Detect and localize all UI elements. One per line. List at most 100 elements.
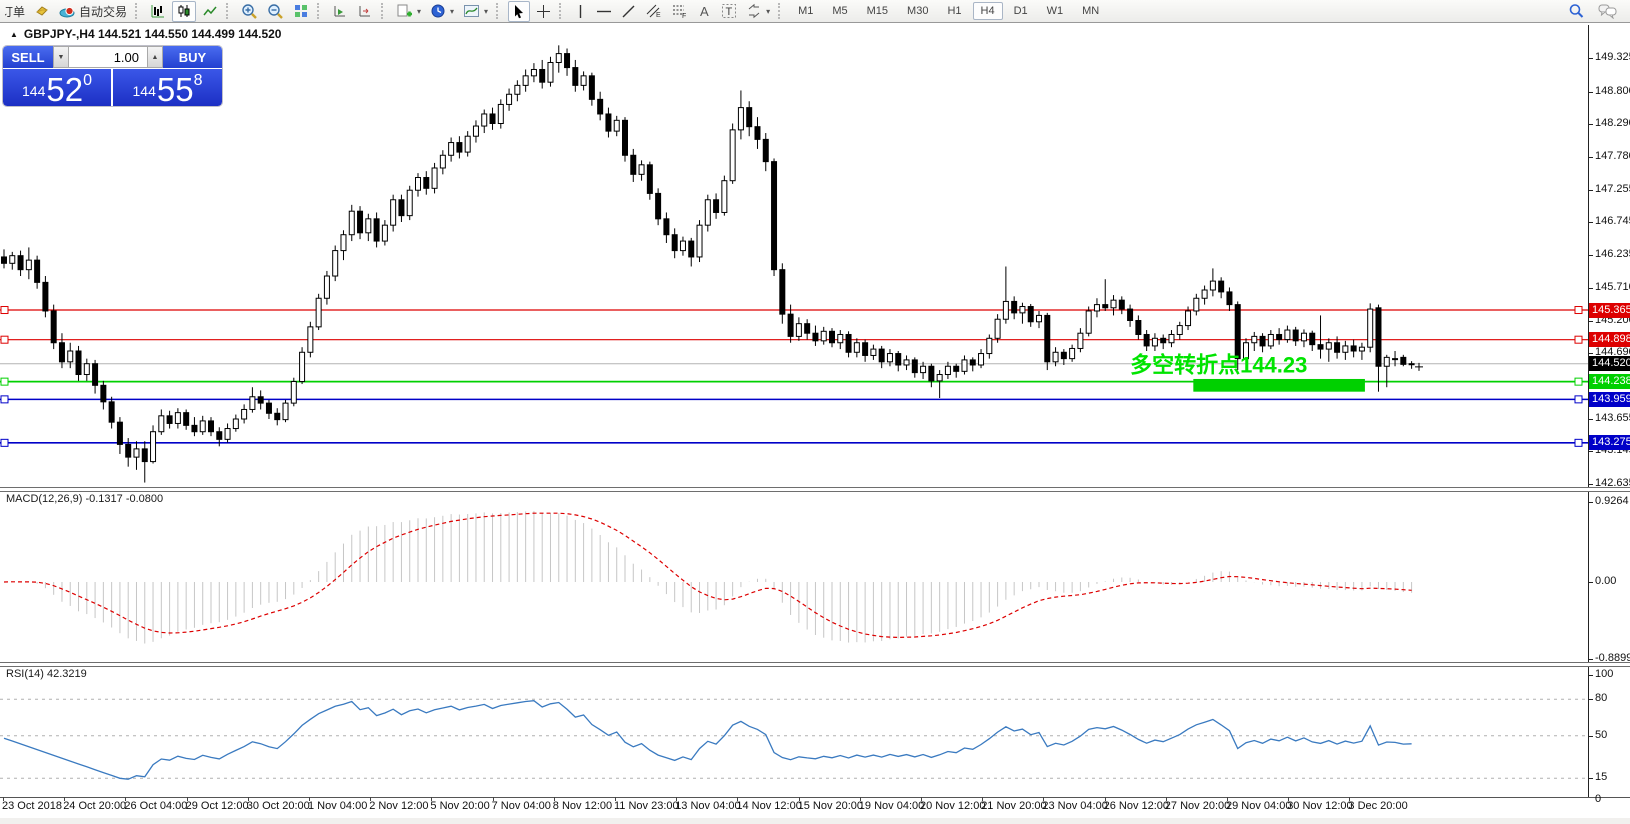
news-icon[interactable]	[31, 2, 53, 21]
auto-scroll-button[interactable]	[329, 2, 351, 21]
orders-button[interactable]: 订单	[2, 2, 28, 21]
horizontal-line-tool[interactable]	[593, 2, 615, 21]
price-tick	[1589, 451, 1593, 453]
green-zone-rectangle[interactable]	[1193, 378, 1365, 392]
hline-handle[interactable]	[0, 335, 9, 344]
fibonacci-tool[interactable]: F	[668, 2, 691, 21]
time-axis-label[interactable]: 30 Nov 12:00	[1287, 800, 1353, 812]
time-tick	[309, 797, 310, 801]
tab-m15[interactable]: M15	[866, 5, 889, 17]
bar-chart-button[interactable]	[147, 2, 169, 21]
time-axis-label[interactable]: 11 Nov 23:00	[614, 800, 679, 812]
hline-handle[interactable]	[1574, 377, 1583, 386]
chart-shift-button[interactable]	[354, 2, 376, 21]
price-chart-canvas[interactable]: 多空转折点144.23	[0, 25, 1588, 487]
dropdown-caret: ▾	[450, 6, 455, 16]
pane-separator[interactable]	[0, 487, 1630, 492]
hline-handle[interactable]	[1574, 335, 1583, 344]
tab-h1[interactable]: H1	[947, 5, 962, 17]
zoom-out-button[interactable]	[264, 2, 287, 21]
hline-handle[interactable]	[1574, 306, 1583, 315]
macd-signal-line	[3, 512, 1412, 639]
tile-windows-button[interactable]	[290, 2, 312, 21]
time-tick	[615, 797, 616, 801]
hline-handle[interactable]	[1574, 395, 1583, 404]
arrows-tool[interactable]: ▾	[743, 2, 773, 21]
time-tick	[982, 797, 984, 801]
hline-handle[interactable]	[1574, 438, 1583, 447]
buy-button[interactable]: BUY	[163, 46, 222, 68]
time-axis-label[interactable]: 13 Nov 04:00	[675, 800, 741, 812]
time-axis-label[interactable]: 19 Nov 04:00	[858, 800, 925, 812]
macd-tick	[1589, 658, 1593, 660]
tab-d1[interactable]: D1	[1013, 5, 1028, 17]
cursor-button[interactable]	[508, 0, 531, 22]
svg-text:T: T	[726, 6, 733, 18]
time-axis-label[interactable]: 26 Oct 04:00	[124, 800, 188, 812]
time-axis-label[interactable]: 15 Nov 20:00	[797, 800, 864, 812]
new-order-button[interactable]: ▾	[393, 2, 424, 21]
tab-mn[interactable]: MN	[1082, 5, 1100, 17]
rsi-tick-label: 15	[1595, 771, 1608, 784]
indicators-button[interactable]: ▾	[460, 2, 491, 21]
time-axis-label[interactable]: 3 Dec 20:00	[1348, 800, 1408, 812]
time-axis-label[interactable]: 27 Nov 20:00	[1164, 800, 1231, 812]
autotrade-button[interactable]: 自动交易	[56, 2, 130, 21]
buy-price[interactable]: 144 55 8	[113, 69, 222, 106]
tab-m5[interactable]: M5	[832, 5, 848, 17]
trendline-tool[interactable]	[618, 2, 639, 21]
time-axis-label[interactable]: 26 Nov 12:00	[1103, 800, 1170, 812]
hline-handle[interactable]	[0, 395, 9, 404]
time-axis-label[interactable]: 29 Nov 04:00	[1226, 800, 1292, 812]
line-chart-button[interactable]	[199, 2, 221, 21]
time-axis-label[interactable]: 8 Nov 12:00	[552, 800, 613, 812]
sell-price-pip: 0	[83, 72, 92, 89]
rsi-pane-canvas[interactable]	[0, 665, 1588, 797]
zoom-in-button[interactable]	[238, 2, 261, 21]
time-axis-label[interactable]: 29 Oct 12:00	[185, 800, 249, 812]
macd-pane-canvas[interactable]	[0, 490, 1588, 662]
hline-handle[interactable]	[0, 438, 9, 447]
tab-m1[interactable]: M1	[798, 5, 814, 17]
time-axis-label[interactable]: 24 Oct 20:00	[63, 800, 127, 812]
panel-toggle-icon[interactable]: ▲	[10, 29, 18, 39]
price-tick-label: 149.325	[1595, 51, 1630, 64]
time-axis-label[interactable]: 5 Nov 20:00	[430, 800, 490, 812]
period-clock-button[interactable]: ▾	[427, 2, 457, 21]
tab-w1[interactable]: W1	[1046, 5, 1064, 17]
volume-decrease-button[interactable]: ▼	[53, 46, 69, 68]
tab-h4[interactable]: H4	[972, 2, 1003, 20]
time-axis-label[interactable]: 14 Nov 12:00	[736, 800, 802, 812]
time-axis-label[interactable]: 2 Nov 12:00	[369, 800, 429, 812]
text-label-tool[interactable]: T	[718, 2, 740, 21]
time-axis-label[interactable]: 7 Nov 04:00	[491, 800, 551, 812]
price-tick	[1589, 222, 1593, 224]
time-axis-label[interactable]: 20 Nov 12:00	[920, 800, 986, 812]
hline-handle[interactable]	[0, 306, 9, 315]
search-button[interactable]	[1565, 2, 1587, 21]
time-axis-label[interactable]: 23 Nov 04:00	[1042, 800, 1108, 812]
rsi-line	[3, 700, 1412, 780]
time-axis-label[interactable]: 21 Nov 20:00	[981, 800, 1047, 812]
sell-price[interactable]: 144 52 0	[3, 69, 111, 106]
annotation-text[interactable]: 多空转折点144.23	[1130, 352, 1307, 377]
text-tool[interactable]: A	[694, 2, 715, 21]
price-tick-label: 148.800	[1595, 84, 1630, 97]
time-tick	[1349, 797, 1351, 801]
rsi-tick	[1589, 778, 1593, 780]
vertical-line-tool[interactable]	[571, 2, 590, 21]
time-axis-label[interactable]: 30 Oct 20:00	[246, 800, 310, 812]
hline-handle[interactable]	[0, 377, 9, 386]
time-axis-label[interactable]: 23 Oct 2018	[2, 800, 62, 812]
candlestick-chart-button[interactable]	[172, 0, 197, 22]
chat-button[interactable]	[1595, 2, 1620, 21]
pane-separator[interactable]	[0, 662, 1630, 667]
crosshair-button[interactable]	[533, 2, 554, 21]
volume-input[interactable]: 1.00	[69, 46, 147, 68]
tab-m30[interactable]: M30	[907, 5, 929, 17]
sell-button[interactable]: SELL	[3, 46, 53, 68]
equidistant-channel-tool[interactable]: E	[642, 2, 665, 21]
time-axis-label[interactable]: 1 Nov 04:00	[308, 800, 368, 812]
rsi-indicator-label: RSI(14) 42.3219	[6, 668, 87, 680]
volume-increase-button[interactable]: ▲	[147, 46, 163, 68]
